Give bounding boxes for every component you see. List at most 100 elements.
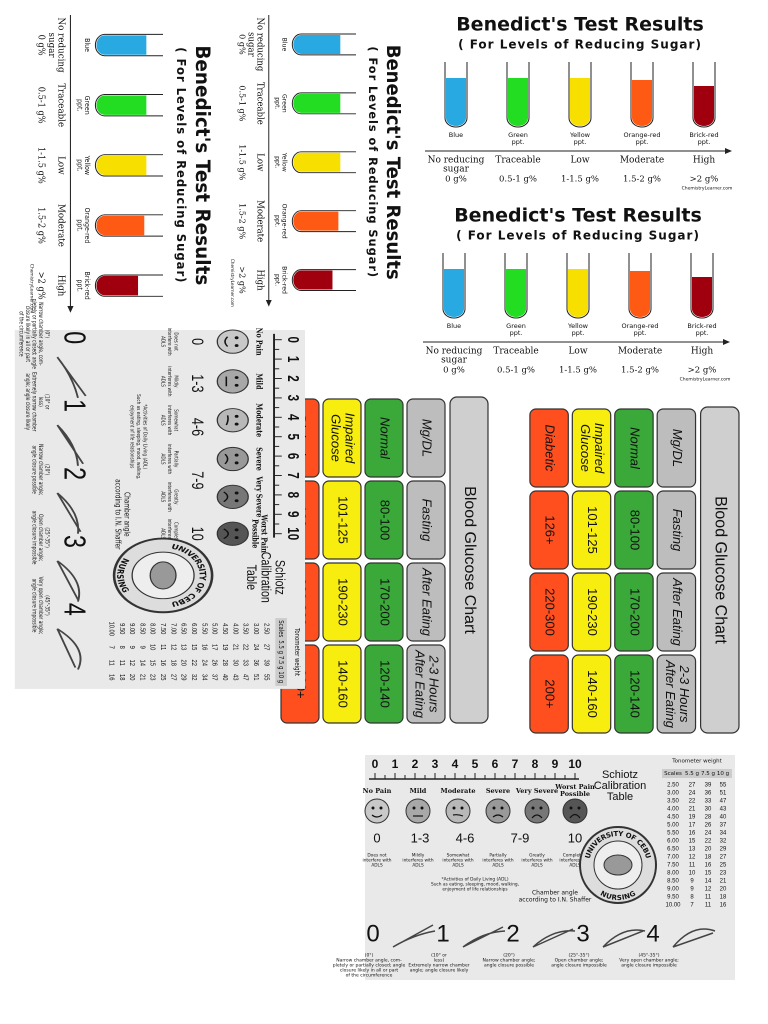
angle-sketch bbox=[56, 356, 87, 399]
face-note: ADLS bbox=[159, 336, 166, 347]
face-note: Does not bbox=[172, 332, 179, 351]
table-cell: 33 bbox=[705, 799, 712, 805]
table-cell: 26 bbox=[210, 659, 218, 666]
tube-label: ppt. bbox=[274, 97, 281, 109]
table-cell: 5.00 bbox=[667, 823, 679, 829]
table-cell: 34 bbox=[200, 674, 208, 681]
score: 7-9 bbox=[188, 471, 206, 489]
col-header: Scales bbox=[277, 620, 285, 637]
tube-label: Brick-red bbox=[280, 266, 287, 294]
schiotz-title: Calibration bbox=[594, 780, 647, 792]
cell-text: 170-200 bbox=[627, 588, 642, 636]
adl-note: *Activities of Daily Living (ADL) bbox=[141, 404, 148, 469]
face-label: Moderate bbox=[441, 787, 476, 795]
tube-outline bbox=[692, 62, 716, 128]
level-label: No reducing bbox=[426, 347, 483, 357]
level-label: Moderate bbox=[620, 156, 664, 166]
cell bbox=[571, 654, 612, 734]
face-eye bbox=[500, 806, 504, 810]
seal-text: NURSING bbox=[115, 557, 131, 594]
table-cell: 47 bbox=[720, 799, 727, 805]
table-cell: 37 bbox=[210, 674, 218, 681]
face-mouth bbox=[371, 814, 383, 818]
face bbox=[445, 798, 471, 824]
cell bbox=[656, 490, 697, 570]
amount-label: 0 g% bbox=[237, 34, 247, 55]
tube-label: Yellow bbox=[569, 131, 591, 139]
col-header: 10 g bbox=[717, 771, 729, 777]
benedict-rotated: Benedict's Test Results( For Levels of R… bbox=[22, 15, 215, 316]
tube-outline bbox=[690, 253, 714, 319]
table-cell: 8 bbox=[690, 895, 694, 901]
ruler-number: 8 bbox=[532, 757, 539, 771]
ruler-number: 4 bbox=[285, 414, 302, 421]
table-cell: 32 bbox=[190, 674, 198, 681]
table-cell: 25 bbox=[720, 863, 727, 869]
ruler-number: 2 bbox=[412, 757, 419, 771]
amount-label: 1.5-2 g% bbox=[623, 175, 661, 185]
cell-text: 101-125 bbox=[336, 496, 351, 544]
tube-liquid bbox=[630, 271, 650, 317]
cell-text: Diabetic bbox=[543, 425, 558, 472]
schiotz-title: Schiotz bbox=[272, 560, 288, 595]
table-cell: 20 bbox=[705, 847, 712, 853]
arrow-head bbox=[67, 306, 74, 313]
face-mouth bbox=[452, 814, 464, 817]
table-cell: 28 bbox=[221, 659, 229, 666]
table-cell: 10 bbox=[689, 871, 696, 877]
table-cell: 3.00 bbox=[252, 623, 260, 634]
face-note: interferes with bbox=[442, 858, 473, 864]
face-label: Mild bbox=[254, 373, 264, 389]
face-eye bbox=[492, 806, 496, 810]
col-header: 10 g bbox=[277, 671, 285, 683]
tube-liquid bbox=[446, 78, 466, 126]
face-mouth bbox=[224, 453, 229, 465]
tube-label: Green bbox=[280, 94, 287, 113]
cell bbox=[322, 398, 362, 478]
face bbox=[216, 369, 249, 394]
weight-header: Tonometer weight bbox=[671, 759, 722, 765]
amount-label: 1-1.5 g% bbox=[559, 366, 597, 376]
table-cell: 39 bbox=[262, 659, 270, 666]
col-header: 7.5 g bbox=[701, 771, 715, 777]
face-eye bbox=[379, 806, 383, 810]
cell bbox=[406, 480, 446, 560]
table-cell: 6.00 bbox=[667, 839, 679, 845]
tube-liquid bbox=[293, 211, 339, 231]
face-eye bbox=[234, 461, 239, 465]
title: Benedict's Test Results bbox=[382, 45, 403, 280]
face-eye bbox=[234, 453, 239, 457]
ruler-number: 6 bbox=[285, 453, 302, 460]
face-label: Mild bbox=[410, 787, 427, 795]
table-cell: 22 bbox=[689, 799, 696, 805]
grade-note: Narrow chamber angle; bbox=[37, 444, 44, 495]
tube-liquid bbox=[96, 215, 145, 236]
angle-sketch bbox=[672, 928, 716, 948]
face-mouth bbox=[531, 814, 543, 819]
cell-text: 126+ bbox=[543, 515, 558, 544]
source: ChemistryLearner.com bbox=[682, 186, 733, 192]
cell-text: After Eating bbox=[663, 659, 678, 729]
amount-label: 1.5-2 g% bbox=[621, 366, 659, 376]
face-note: Somewhat bbox=[172, 409, 179, 431]
cell-text: Fasting bbox=[420, 499, 435, 542]
table-cell: 24 bbox=[705, 831, 712, 837]
face-note: interferes with bbox=[166, 444, 173, 474]
ruler-number: 1 bbox=[285, 356, 302, 363]
table-cell: 2.50 bbox=[262, 623, 270, 634]
tube-label: Orange-red bbox=[280, 204, 287, 239]
face-eye bbox=[234, 414, 239, 418]
table-cell: 5.50 bbox=[667, 831, 679, 837]
level-label: sugar bbox=[246, 32, 256, 57]
score: 10 bbox=[568, 830, 582, 845]
arrow-head bbox=[725, 148, 732, 154]
level-label: High bbox=[55, 275, 65, 297]
table-cell: 14 bbox=[705, 879, 712, 885]
amount-label: 0 g% bbox=[36, 35, 46, 56]
grade-note: (0°) bbox=[365, 953, 374, 959]
ruler-number: 1 bbox=[392, 757, 399, 771]
table-cell: 11 bbox=[159, 644, 167, 650]
amount-label: 1-1.5 g% bbox=[36, 147, 46, 184]
face-note: Partially bbox=[489, 853, 507, 859]
